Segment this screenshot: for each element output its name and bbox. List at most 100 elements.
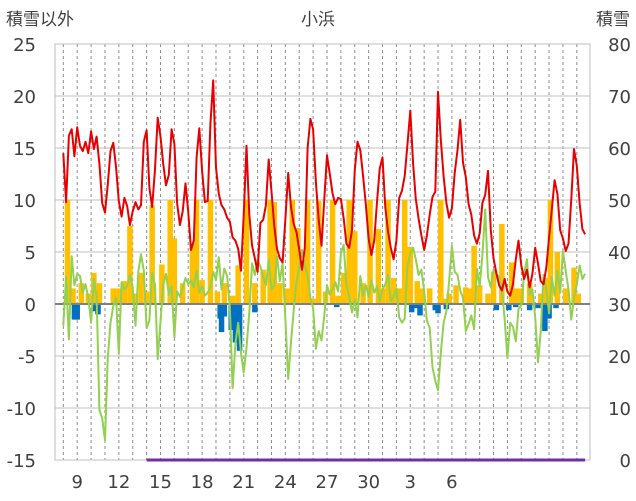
sunshine-bar: [438, 200, 444, 304]
sunshine-bar: [229, 295, 236, 304]
sunshine-bar: [485, 293, 491, 304]
sunshine-bar: [562, 288, 569, 304]
left-y-tick-label: 25: [13, 35, 36, 56]
precip-bar: [542, 304, 548, 332]
sunshine-bar: [127, 226, 133, 304]
left-y-tick-label: -5: [18, 347, 36, 368]
sunshine-bar: [271, 202, 278, 304]
sunshine-bar: [214, 291, 221, 304]
sunshine-bar: [243, 200, 250, 304]
sunshine-bar: [396, 288, 402, 304]
left-y-tick-label: 15: [13, 139, 36, 160]
sunshine-bar: [78, 283, 85, 304]
sunshine-bar: [96, 283, 103, 304]
right-y-tick-label: 30: [608, 295, 631, 316]
sunshine-bar: [159, 264, 165, 304]
left-y-tick-label: 0: [25, 295, 36, 316]
sunshine-bar: [499, 223, 505, 304]
left-y-tick-labels: 25 20 15 10 5 0 -5 -10 -15: [7, 35, 36, 472]
precip-bar: [413, 304, 419, 309]
sunshine-bar: [284, 288, 290, 304]
sunshine-bar: [463, 287, 469, 304]
sunshine-bar: [289, 200, 296, 304]
right-y-tick-label: 40: [608, 243, 631, 264]
sunshine-bar: [138, 272, 144, 304]
sunshine-bar: [64, 200, 71, 304]
sunshine-bar: [442, 298, 448, 304]
sunshine-bar: [116, 288, 122, 304]
temp-min-line: [62, 208, 586, 442]
sunshine-bar: [207, 200, 214, 304]
sunshine-bar: [221, 283, 228, 304]
sunshine-bar: [375, 229, 382, 304]
sunshine-bar: [401, 200, 408, 304]
sunshine-bar: [121, 281, 128, 304]
sunshine-bar: [260, 269, 266, 304]
chart-title: 小浜: [301, 10, 335, 30]
right-y-tick-label: 10: [608, 399, 631, 420]
sunshine-bar: [132, 293, 139, 304]
x-tick-label: 3: [405, 472, 416, 493]
sunshine-bar: [476, 285, 483, 304]
precip-bar: [95, 304, 101, 315]
sunshine-bar: [110, 288, 117, 304]
sunshine-bar: [547, 200, 554, 304]
temp-max-line: [62, 79, 586, 297]
precip-bar: [71, 304, 78, 320]
right-y-tick-label: 50: [608, 191, 631, 212]
sunshine-bar: [335, 295, 341, 304]
sunshine-bar: [467, 288, 473, 304]
sunshine-bar: [414, 281, 420, 304]
precip-bar: [553, 304, 559, 309]
left-y-tick-label: 20: [13, 87, 36, 108]
sunshine-bar: [513, 288, 519, 304]
precip-bar: [526, 304, 533, 311]
left-y-tick-label: -10: [7, 399, 36, 420]
right-y-tick-label: 80: [608, 35, 631, 56]
sunshine-bar: [379, 288, 386, 304]
sunshine-bar: [571, 267, 577, 304]
precip-bar: [535, 304, 541, 309]
x-tick-label: 12: [107, 472, 130, 493]
precip-bar: [417, 304, 423, 316]
precip-bar: [92, 304, 98, 312]
x-tick-label: 6: [446, 472, 457, 493]
right-y-tick-label: 20: [608, 347, 631, 368]
sunshine-bar: [199, 280, 205, 304]
sunshine-bar: [426, 288, 433, 304]
sunshine-bar: [193, 200, 200, 304]
sunshine-bar: [352, 231, 358, 304]
x-tick-label: 27: [316, 472, 339, 493]
sunshine-bar: [143, 291, 150, 304]
sunshine-bar: [189, 243, 196, 304]
sunshine-bar: [252, 283, 258, 304]
precip-bar: [333, 304, 340, 308]
sunshine-bar: [315, 201, 322, 304]
sunshine-bar: [390, 278, 397, 304]
precip-bar: [221, 304, 228, 317]
sunshine-bar: [149, 205, 155, 304]
x-tick-label: 24: [274, 472, 297, 493]
precip-bar: [435, 304, 441, 314]
x-tick-label: 18: [191, 472, 214, 493]
left-y-tick-label: 10: [13, 191, 36, 212]
x-tick-label: 9: [71, 472, 82, 493]
precip-bar: [252, 304, 258, 313]
sunshine-bar: [70, 288, 76, 304]
sunshine-bar: [575, 293, 581, 304]
left-y-tick-label: -15: [7, 451, 36, 472]
sunshine-bar: [407, 246, 414, 304]
sunshine-bar: [171, 238, 178, 304]
right-axis-title: 積雪: [596, 10, 630, 30]
x-tick-labels: 9 12 15 18 21 24 27 30 3 6: [71, 472, 457, 493]
precip-bar: [228, 304, 235, 330]
sunshine-bar: [300, 260, 307, 304]
series-lines: [62, 79, 586, 462]
sunshine-bar: [167, 200, 173, 304]
sunshine-bar: [267, 200, 273, 304]
right-y-tick-label: 70: [608, 87, 631, 108]
sunshine-bar: [446, 293, 452, 304]
sunshine-bar: [346, 200, 352, 304]
sunshine-bar: [490, 271, 497, 304]
sunshine-bar: [508, 262, 515, 304]
